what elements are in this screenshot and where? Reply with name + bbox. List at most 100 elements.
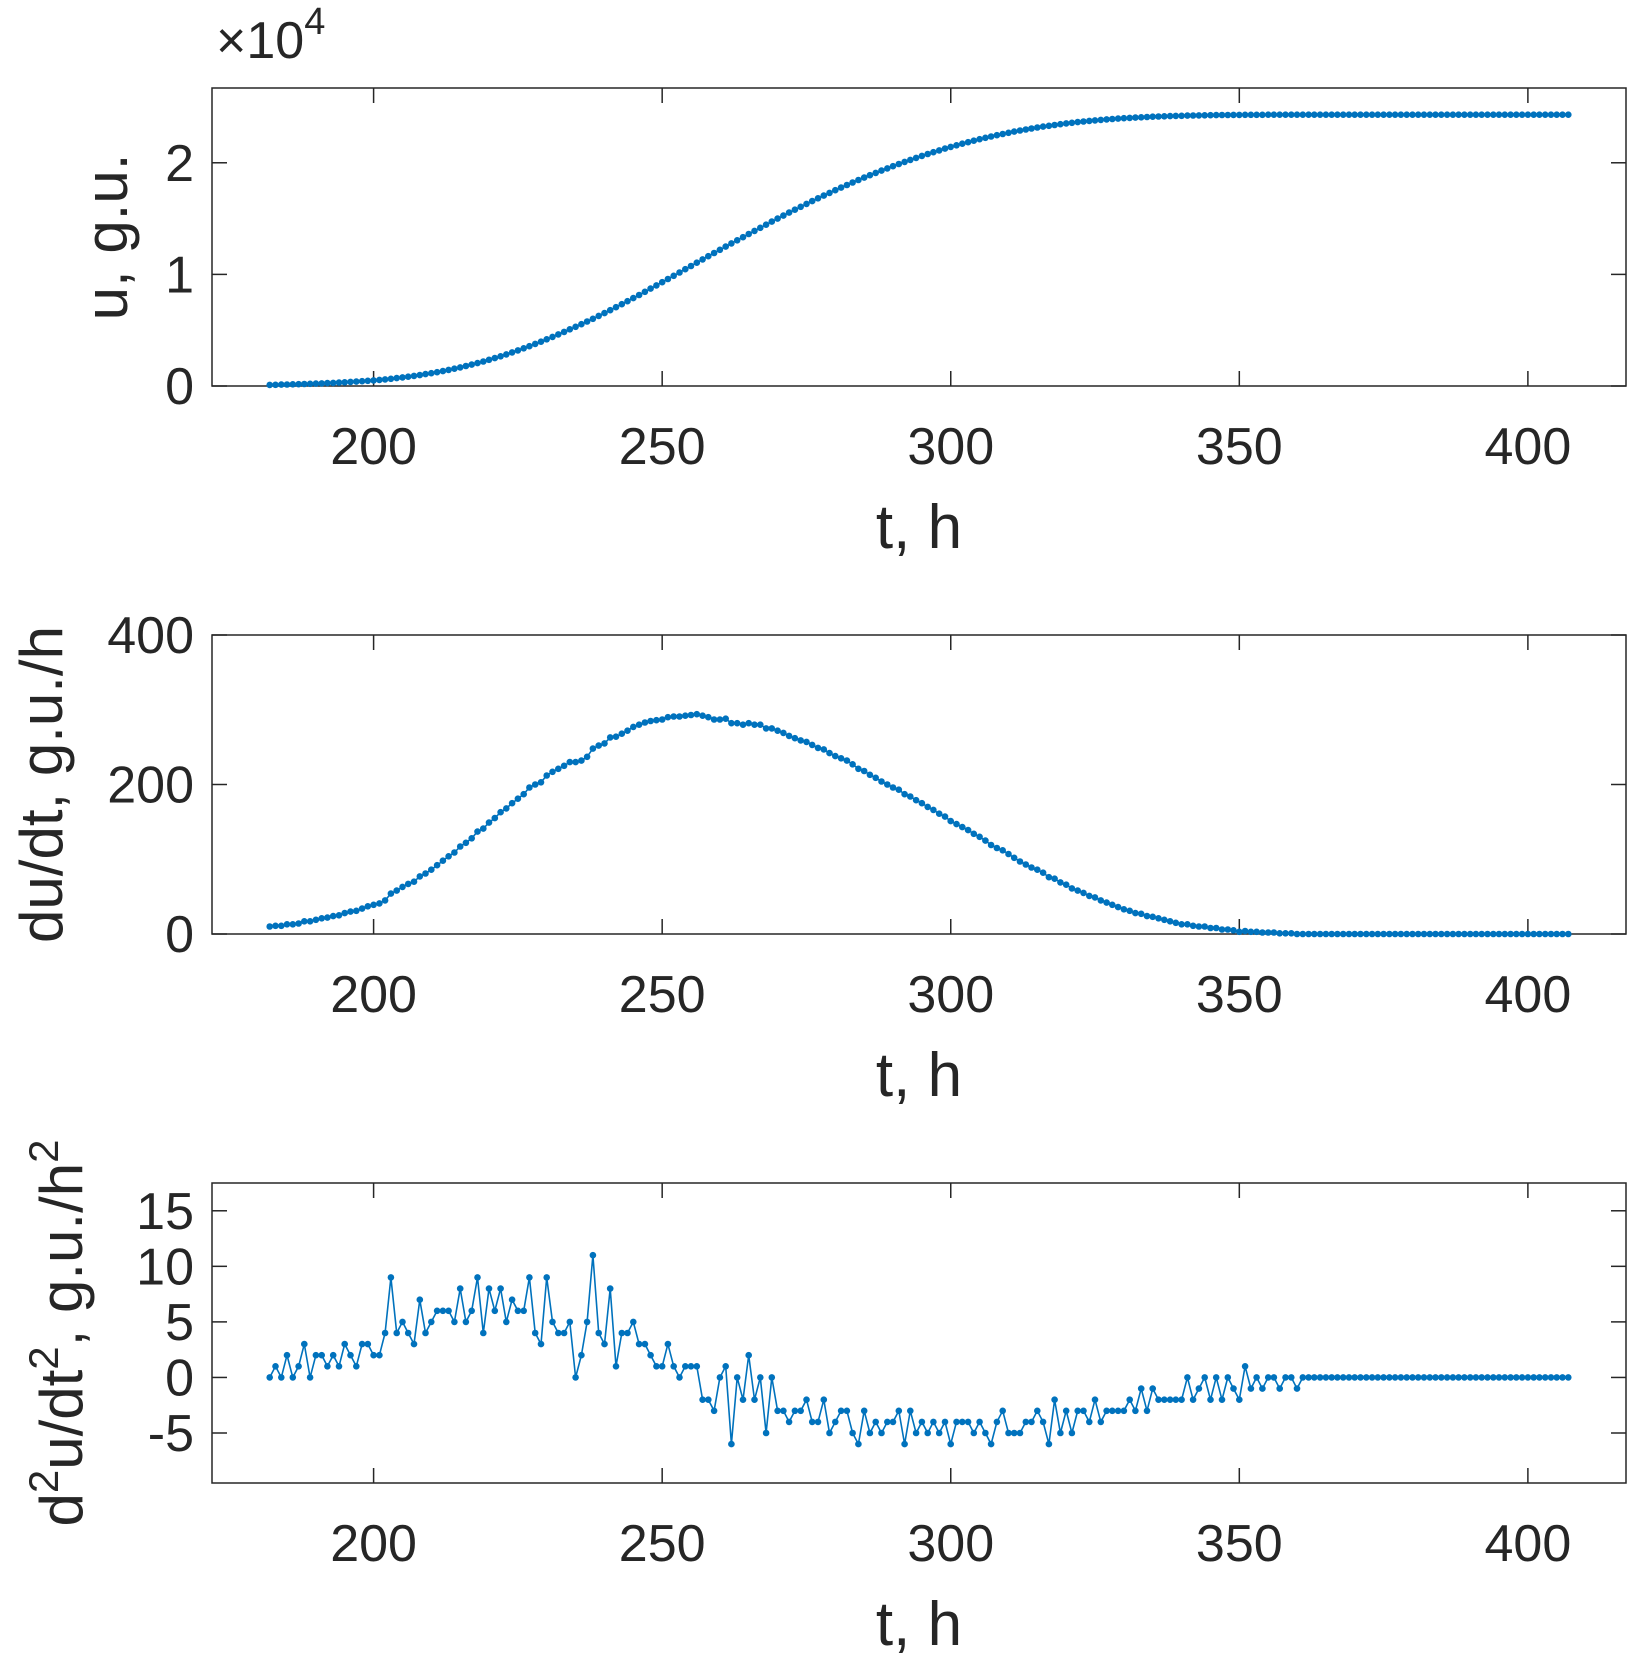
data-point [1126,907,1133,915]
data-point [814,744,822,752]
data-point [1161,916,1168,924]
data-point [295,380,302,388]
data-point [774,215,781,222]
data-point [1363,111,1370,118]
data-point [1478,1374,1485,1381]
data-point [618,300,626,308]
data-point [1334,930,1341,938]
x-tick-label: 350 [1196,966,1283,1024]
data-point [1536,930,1543,938]
data-point [1565,111,1572,118]
data-point [785,1418,793,1426]
data-point [780,1407,787,1415]
data-point [560,328,568,336]
data-point [1074,887,1081,894]
data-point [947,1440,954,1448]
data-point [1414,930,1422,938]
data-point [497,808,504,816]
data-point [774,1407,781,1415]
data-point [399,883,406,891]
data-point [306,380,314,388]
data-point [1518,930,1526,938]
data-point [1316,930,1324,938]
data-point [889,162,897,170]
data-point [1224,926,1232,933]
data-point [456,1285,464,1292]
data-point [976,833,983,841]
data-point [1461,111,1468,118]
data-point [1328,1374,1335,1381]
data-point [1264,111,1272,118]
data-point [837,184,845,191]
data-point [745,230,752,238]
data-point [959,140,966,147]
data-point [370,901,377,909]
x-tick-label: 300 [907,418,994,476]
data-point [1426,1374,1434,1381]
data-point [826,749,833,757]
data-point [1513,930,1520,938]
data-point [733,237,741,244]
data-point [1507,111,1514,118]
data-point [1403,111,1410,118]
data-point [1391,930,1399,938]
data-point [987,133,995,140]
data-point [451,365,458,373]
data-point [1143,912,1151,920]
data-point [1253,111,1260,119]
data-point [1449,111,1457,118]
data-point [941,145,949,152]
data-point [791,1407,799,1415]
y-axis-label-part: u/dt [28,1369,95,1469]
data-point [1247,928,1255,936]
data-point [1010,128,1018,135]
data-point [1345,1374,1353,1381]
data-point [543,336,550,343]
data-point [757,721,764,728]
data-point [912,796,920,804]
data-point [820,192,828,199]
data-point [791,206,799,213]
data-point [641,288,649,296]
data-point [1149,113,1156,120]
data-point [612,1363,620,1370]
data-point [849,179,856,186]
data-point [884,781,891,788]
data-point [468,1307,476,1315]
data-point [722,715,729,722]
data-point [1086,1418,1093,1426]
data-point [1212,924,1220,932]
data-point [583,318,591,325]
x-tick-label: 250 [619,418,706,476]
data-point [514,1307,522,1315]
data-point [566,326,574,333]
y-axis-label-part: , g.u./h [28,1163,95,1346]
data-point [1184,1374,1191,1381]
data-point [658,716,666,723]
data-point [635,721,643,728]
data-point [1236,928,1243,936]
data-point [768,725,776,732]
data-point [329,912,337,920]
data-point [1149,913,1156,921]
y-tick-label: 15 [136,1183,194,1241]
data-point [826,1429,833,1437]
data-point [1062,881,1070,888]
y-tick-label: 10 [136,1238,194,1296]
data-point [416,873,424,880]
data-point [1114,115,1122,122]
data-point [1484,1374,1491,1381]
data-point [641,719,649,726]
data-point [1541,930,1549,938]
data-point [601,740,608,747]
data-point [485,819,493,826]
data-point [1259,1385,1266,1392]
data-point [416,1296,424,1303]
data-point [693,710,701,718]
data-point [797,737,804,744]
data-point [866,171,874,179]
data-point [491,354,499,362]
data-point [895,160,903,168]
data-point [670,272,677,280]
